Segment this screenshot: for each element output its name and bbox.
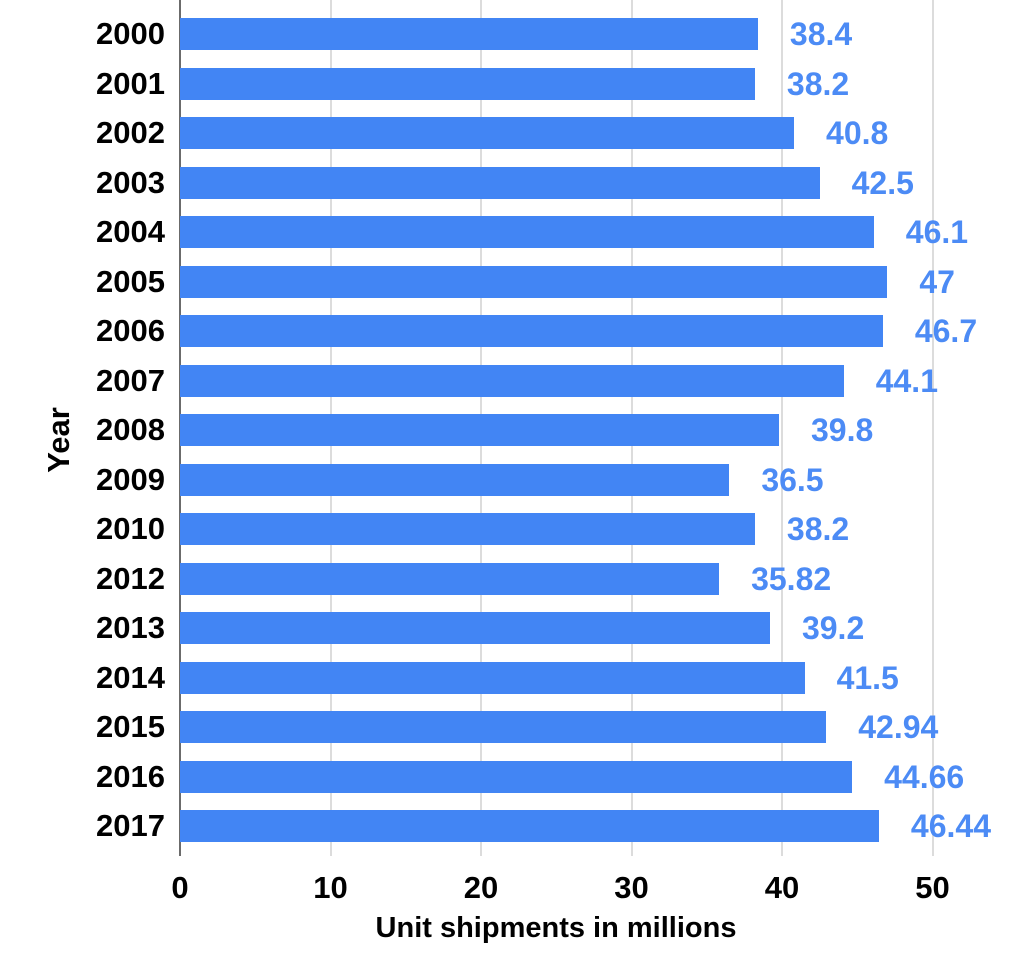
bar	[180, 117, 795, 149]
year-label: 2004	[96, 214, 165, 249]
plot-area: 38.4 38.2 40.8 42.5 46.1 47 46.7 44.1 39.8 36.5 38…	[179, 0, 1024, 856]
bar	[180, 265, 888, 298]
bar	[180, 414, 779, 446]
x-axis-tick-labels: 0 10 20 30 40 50	[171, 868, 949, 908]
bar	[180, 810, 879, 842]
x-tick-label: 20	[463, 870, 499, 905]
bar-value-label: 44.66	[884, 758, 965, 795]
bar-value-label: 47	[919, 263, 955, 300]
bar-value-label: 46.44	[910, 808, 991, 844]
bar	[180, 562, 720, 595]
year-label: 2006	[96, 313, 165, 348]
year-label: 2017	[96, 808, 165, 843]
year-label: 2015	[96, 709, 165, 744]
y-axis-labels: 2000 2001 2002 2003 2004 2005 2006 2007 2008 2009…	[0, 0, 165, 856]
bar-value-label: 42.94	[858, 709, 939, 745]
gridline	[931, 0, 934, 856]
year-label: 2008	[96, 412, 165, 447]
bar-value-label: 38.2	[786, 65, 850, 102]
bar-value-label: 40.8	[826, 115, 889, 151]
year-label: 2016	[96, 758, 165, 794]
year-label: 2012	[96, 560, 165, 596]
x-tick-label: 0	[171, 870, 189, 905]
bar	[180, 67, 755, 100]
bar	[180, 364, 844, 397]
year-label: 2009	[96, 461, 165, 497]
bar-value-label: 41.5	[836, 659, 899, 696]
bar	[180, 216, 874, 248]
year-label: 2000	[96, 16, 165, 51]
year-label: 2001	[96, 65, 165, 101]
bar	[180, 711, 827, 743]
bar-value-label: 46.1	[905, 214, 969, 250]
year-label: 2007	[96, 362, 165, 398]
bar-value-label: 38.2	[786, 511, 850, 547]
year-label: 2003	[96, 164, 165, 200]
bar-value-label: 46.7	[914, 313, 978, 349]
bar	[180, 661, 805, 694]
bar-value-label: 42.5	[851, 164, 914, 201]
bar-value-label: 44.1	[875, 362, 938, 399]
year-label: 2013	[96, 610, 165, 645]
bar-value-label: 36.5	[761, 461, 824, 498]
bar	[180, 760, 853, 793]
year-label: 2010	[96, 511, 165, 546]
bar-value-label: 38.4	[789, 16, 853, 52]
bar	[180, 463, 730, 496]
bar	[180, 612, 770, 644]
bar	[180, 166, 820, 199]
year-label: 2014	[96, 659, 165, 695]
x-tick-label: 10	[313, 870, 348, 905]
bar-value-label: 39.8	[810, 412, 874, 448]
bar-value-label: 39.2	[801, 610, 865, 646]
gridline	[781, 0, 783, 856]
x-tick-label: 30	[614, 870, 649, 905]
bar-value-label: 35.82	[751, 560, 832, 597]
bar	[180, 315, 883, 347]
year-label: 2005	[96, 263, 165, 299]
bar	[180, 513, 755, 545]
x-axis-title: Unit shipments in millions	[375, 912, 737, 944]
year-label: 2002	[96, 115, 165, 150]
bar	[180, 18, 758, 50]
x-tick-label: 50	[915, 870, 950, 905]
x-tick-label: 40	[764, 870, 800, 905]
